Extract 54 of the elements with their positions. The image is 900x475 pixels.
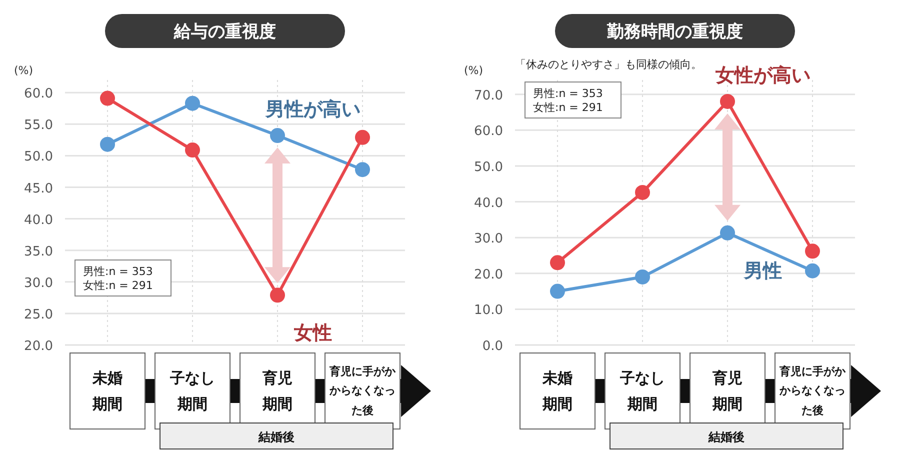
point <box>805 263 820 278</box>
text: 結婚後 <box>708 430 744 444</box>
y-tick-label: 20.0 <box>24 339 53 354</box>
point <box>185 96 200 111</box>
chart-title: 勤務時間の重視度 <box>606 22 743 42</box>
y-tick-label: 30.0 <box>474 232 503 247</box>
y-axis-title: (%) <box>464 64 484 77</box>
y-tick-label: 30.0 <box>24 276 53 291</box>
point <box>720 94 735 109</box>
point <box>805 244 820 259</box>
y-tick-label: 60.0 <box>24 86 53 102</box>
x-tick-label: 育児に手がかからなくなった後 <box>328 364 396 419</box>
y-tick-label: 20.0 <box>474 267 503 282</box>
y-tick-label: 45.0 <box>24 181 53 196</box>
point <box>635 269 650 284</box>
chart-subtitle: 「休みのとりやすさ」も同様の傾向。 <box>515 58 702 71</box>
y-tick-label: 40.0 <box>474 196 503 211</box>
point <box>185 142 200 158</box>
annotation: 男性:n = 353 女性:n = 291 <box>533 87 603 114</box>
text: 結婚後 <box>258 430 294 444</box>
x-tick-label: 子なし期間 <box>619 368 666 415</box>
y-axis-title: (%) <box>14 64 34 77</box>
point <box>100 90 115 106</box>
x-tick-label: 育児期間 <box>712 368 744 415</box>
point <box>635 184 650 200</box>
chart-title: 給与の重視度 <box>173 22 276 42</box>
annotation: 男性:n = 353 女性:n = 291 <box>83 265 153 292</box>
point <box>355 162 370 178</box>
annotation: 男性 <box>743 260 782 282</box>
annotation: 男性が高い <box>264 98 361 121</box>
annotation: 女性 <box>293 322 332 344</box>
annotation: 女性が高い <box>714 64 811 86</box>
y-tick-label: 35.0 <box>24 244 53 260</box>
point <box>100 136 115 152</box>
point <box>355 130 370 145</box>
y-tick-label: 55.0 <box>24 118 53 134</box>
y-tick-label: 50.0 <box>474 160 503 175</box>
x-tick-label: 育児期間 <box>262 368 294 415</box>
y-tick-label: 0.0 <box>482 339 503 354</box>
y-tick-label: 10.0 <box>474 303 503 318</box>
y-tick-label: 60.0 <box>474 124 503 140</box>
x-tick-label: 未婚期間 <box>92 368 124 415</box>
x-tick-label: 子なし期間 <box>169 368 216 415</box>
point <box>270 128 285 144</box>
point <box>550 284 565 299</box>
y-tick-label: 70.0 <box>474 88 503 104</box>
point <box>720 225 735 240</box>
y-tick-label: 40.0 <box>24 212 53 228</box>
y-tick-label: 50.0 <box>24 150 53 165</box>
x-tick-label: 未婚期間 <box>542 368 574 415</box>
y-tick-label: 25.0 <box>24 307 53 322</box>
x-tick-label: 育児に手がかからなくなった後 <box>778 364 846 419</box>
point <box>270 288 285 303</box>
point <box>550 255 565 270</box>
